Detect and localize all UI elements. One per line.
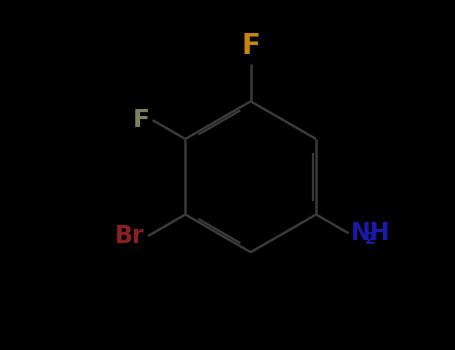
Text: 2: 2	[365, 232, 376, 247]
Text: NH: NH	[351, 221, 390, 245]
Text: F: F	[241, 32, 260, 60]
Text: Br: Br	[115, 224, 145, 248]
Text: F: F	[132, 108, 149, 132]
